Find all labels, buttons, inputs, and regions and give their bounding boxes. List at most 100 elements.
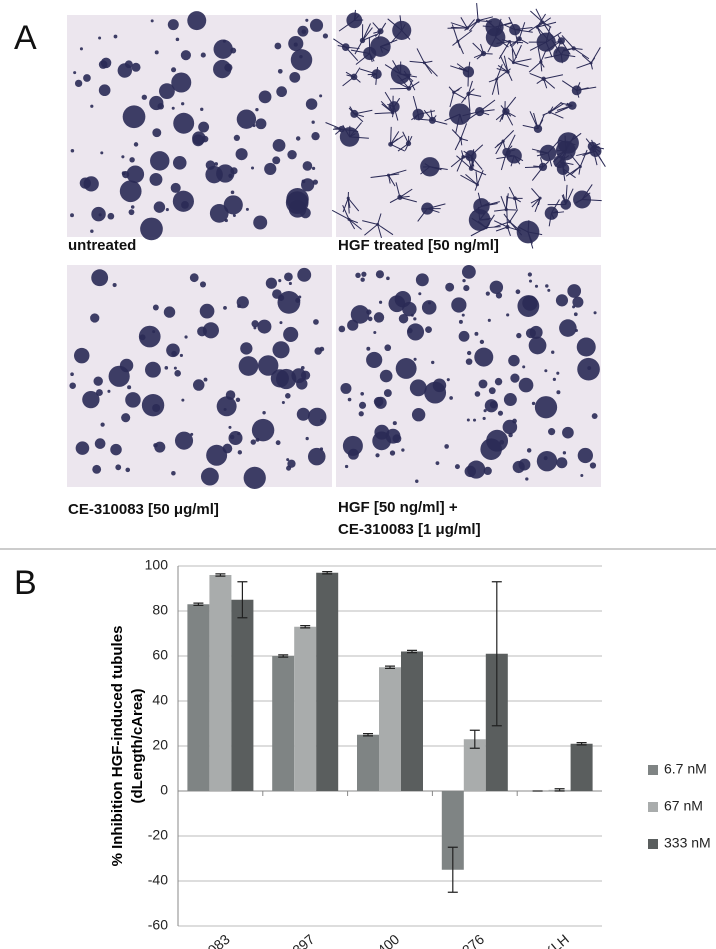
cell-process — [461, 150, 464, 158]
cell-cluster — [131, 62, 141, 72]
cell-cluster — [340, 382, 352, 394]
cell-process — [392, 60, 402, 75]
bar — [357, 734, 379, 791]
cell-process — [337, 45, 346, 48]
bar — [316, 572, 339, 791]
cell-process — [504, 154, 515, 157]
cell-cluster — [510, 373, 520, 383]
cell-process — [543, 78, 548, 89]
cell-process — [582, 198, 602, 202]
cell-process — [500, 195, 507, 210]
cell-process — [409, 60, 425, 64]
cell-process — [576, 90, 580, 98]
cell-process — [554, 40, 562, 44]
cell-cluster — [488, 387, 496, 395]
cell-cluster — [281, 401, 285, 405]
cell-cluster — [233, 134, 240, 141]
cell-cluster — [125, 467, 131, 473]
cell-cluster — [366, 351, 383, 369]
cell-process — [514, 29, 533, 33]
panel-label: B — [14, 564, 37, 602]
cell-cluster — [93, 376, 103, 386]
cell-cluster — [274, 42, 282, 50]
cell-cluster — [313, 319, 319, 325]
cell-process — [517, 226, 529, 233]
cell-process — [555, 40, 562, 54]
cell-process — [408, 81, 420, 89]
cell-process — [480, 43, 485, 54]
cell-cluster — [121, 155, 125, 159]
cell-cluster — [556, 371, 560, 375]
legend-swatch — [648, 765, 658, 775]
y-tick-label: -20 — [148, 827, 168, 843]
cell-cluster — [228, 425, 232, 429]
cell-cluster — [494, 377, 503, 386]
cell-cluster — [240, 342, 253, 355]
cell-process — [394, 70, 409, 78]
cell-cluster — [458, 319, 463, 324]
cell-cluster — [159, 83, 175, 100]
y-tick-label: 40 — [152, 692, 168, 708]
cell-process — [427, 208, 440, 213]
cell-cluster — [79, 47, 83, 51]
bar — [294, 626, 317, 791]
cell-cluster — [187, 11, 207, 31]
cell-cluster — [418, 292, 422, 296]
cell-process — [527, 231, 534, 249]
cell-process — [508, 57, 514, 63]
micrograph — [325, 3, 606, 249]
cell-process — [592, 143, 601, 147]
cell-cluster — [92, 464, 102, 474]
cell-process — [552, 150, 567, 163]
cell-cluster — [113, 34, 118, 39]
cell-cluster — [180, 50, 191, 61]
cell-cluster — [567, 284, 582, 298]
legend-swatch — [648, 802, 658, 812]
cell-cluster — [224, 63, 233, 72]
error-bar — [237, 581, 248, 619]
cell-process — [460, 17, 468, 29]
cell-process — [390, 138, 399, 145]
y-tick-label: 0 — [160, 782, 168, 798]
cell-cluster — [90, 229, 94, 233]
cell-process — [548, 213, 552, 227]
cell-process — [485, 19, 495, 28]
cell-cluster — [82, 390, 100, 409]
cell-process — [537, 198, 541, 206]
cell-cluster — [190, 432, 194, 436]
cell-process — [379, 46, 383, 53]
cell-cluster — [462, 279, 466, 283]
cell-process — [354, 109, 373, 115]
cell-cluster — [305, 436, 309, 441]
cell-cluster — [276, 368, 297, 390]
cell-process — [487, 37, 497, 53]
cell-cluster — [367, 316, 373, 322]
cell-process — [567, 132, 582, 144]
cell-process — [477, 192, 482, 207]
cell-process — [461, 93, 469, 104]
y-tick-label: 20 — [152, 737, 168, 753]
cell-process — [350, 49, 370, 54]
cell-cluster — [589, 462, 597, 469]
cell-cluster — [551, 350, 555, 354]
cell-process — [479, 111, 490, 116]
cell-process — [338, 19, 355, 32]
cell-process — [536, 26, 550, 42]
cell-cluster — [119, 358, 134, 373]
cell-cluster — [209, 203, 229, 223]
cell-process — [460, 138, 463, 146]
cell-process — [455, 114, 461, 134]
cell-process — [384, 91, 395, 108]
cell-cluster — [463, 285, 470, 292]
cell-cluster — [232, 213, 236, 217]
cell-cluster — [451, 297, 467, 313]
cell-cluster — [482, 416, 486, 420]
cell-process — [503, 24, 516, 31]
cell-process — [470, 155, 483, 170]
cell-process — [561, 80, 577, 91]
cell-process — [496, 67, 509, 73]
cell-cluster — [150, 19, 154, 23]
cell-process — [335, 128, 342, 135]
cell-cluster — [250, 439, 256, 445]
cell-cluster — [98, 36, 102, 40]
